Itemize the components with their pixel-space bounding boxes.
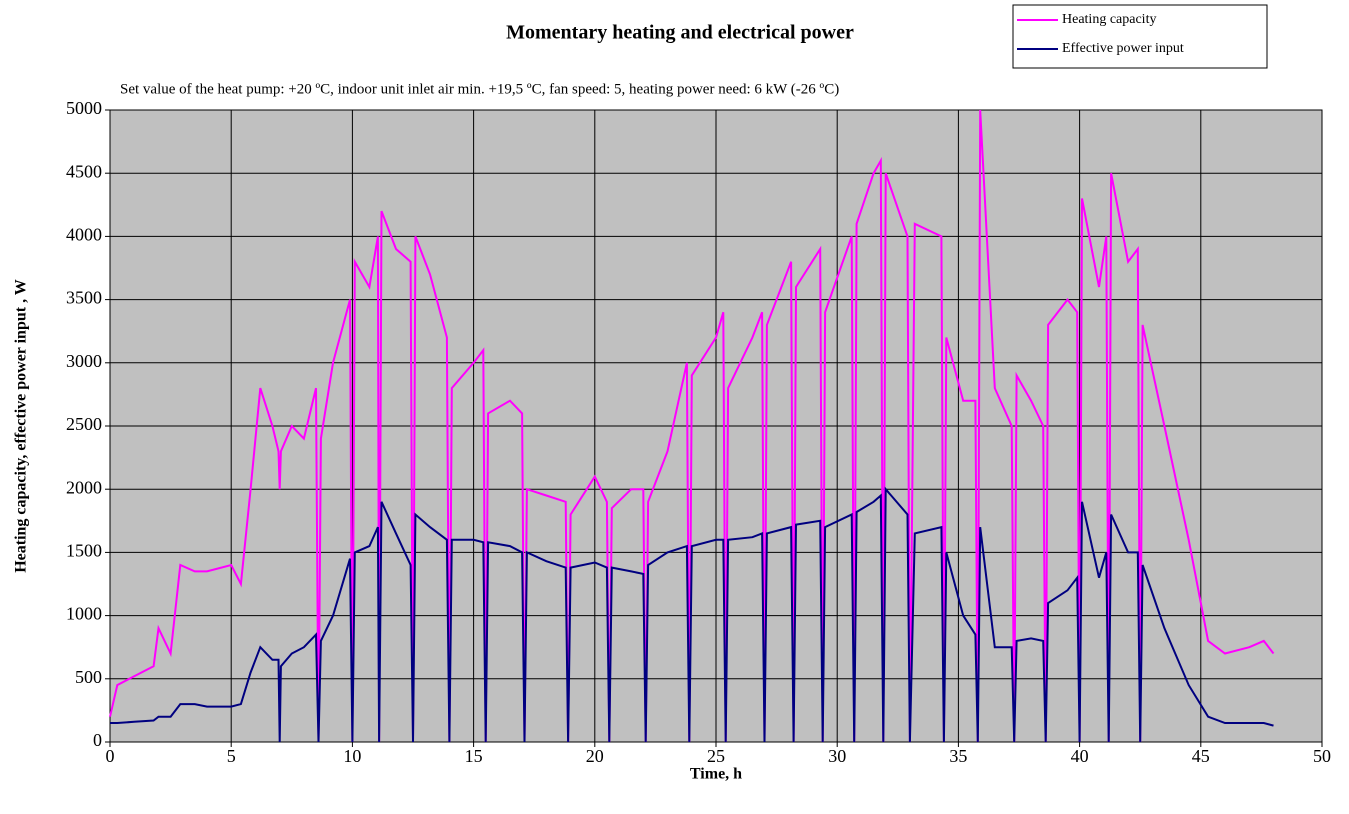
y-tick-label: 5000: [66, 98, 102, 118]
x-axis-label: Time, h: [690, 766, 742, 783]
y-tick-label: 500: [75, 667, 102, 687]
x-tick-label: 40: [1071, 746, 1089, 766]
y-tick-label: 2500: [66, 414, 102, 434]
legend-label: Effective power input: [1062, 41, 1184, 56]
x-tick-label: 10: [343, 746, 361, 766]
y-tick-label: 3000: [66, 351, 102, 371]
x-tick-label: 50: [1313, 746, 1331, 766]
x-tick-label: 30: [828, 746, 846, 766]
y-tick-label: 1000: [66, 604, 102, 624]
y-tick-label: 2000: [66, 477, 102, 497]
data-line: [110, 486, 1274, 743]
legend-label: Heating capacity: [1062, 12, 1156, 27]
x-tick-label: 0: [106, 746, 115, 766]
y-tick-label: 1500: [66, 541, 102, 561]
chart-title: Momentary heating and electrical power: [506, 22, 854, 44]
subtitle: Set value of the heat pump: +20 ºC, indo…: [120, 81, 839, 97]
x-tick-label: 20: [586, 746, 604, 766]
x-tick-label: 15: [465, 746, 483, 766]
y-tick-label: 3500: [66, 288, 102, 308]
x-tick-label: 25: [707, 746, 725, 766]
y-axis-label: Heating capacity, effective power input …: [13, 279, 30, 573]
y-tick-label: 4500: [66, 161, 102, 181]
x-tick-label: 35: [949, 746, 967, 766]
x-tick-label: 45: [1192, 746, 1210, 766]
y-tick-label: 0: [93, 730, 102, 750]
x-tick-label: 5: [227, 746, 236, 766]
y-tick-label: 4000: [66, 225, 102, 245]
legend: [1012, 4, 1268, 69]
